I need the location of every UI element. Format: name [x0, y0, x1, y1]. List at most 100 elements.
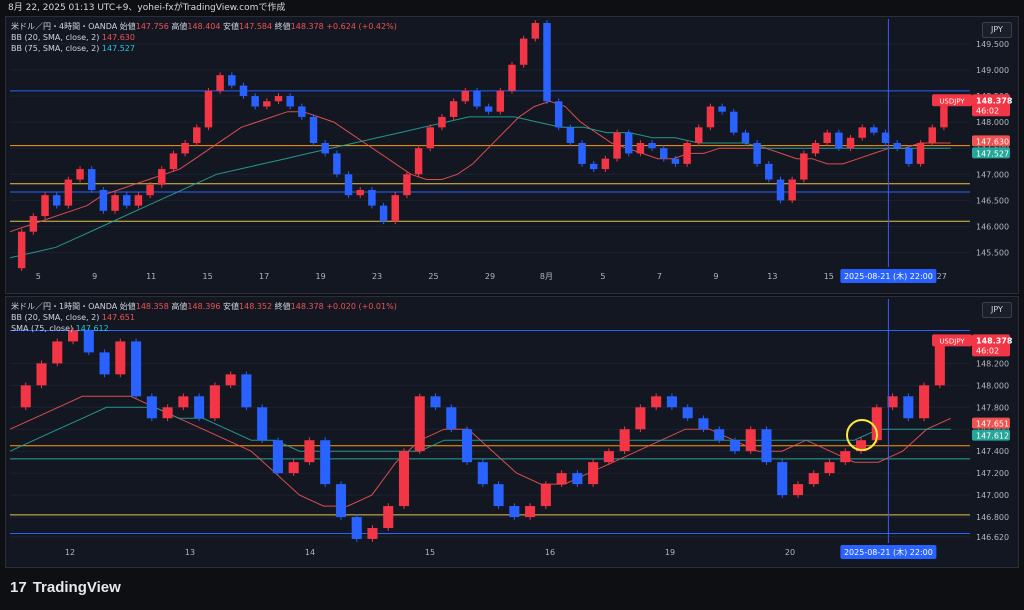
candle-body: [178, 396, 189, 408]
candle-body: [298, 106, 306, 117]
candle-body: [729, 440, 741, 452]
indicator-line: [9, 116, 951, 259]
candle-body: [651, 396, 662, 408]
candle-body: [356, 189, 364, 196]
candle-body: [225, 374, 236, 386]
candle-body: [671, 158, 680, 164]
crosshair-date-box: [840, 545, 937, 559]
candle-body: [603, 451, 614, 463]
candle-body: [531, 23, 540, 39]
candle-body: [934, 341, 945, 386]
price-tag-value: 148.378: [976, 96, 1013, 105]
header-timestamp: 8月 22, 2025 01:13 UTC+9、yohei-fxがTrading…: [8, 3, 286, 13]
low-label: 安値: [223, 22, 240, 31]
candle-body: [811, 143, 820, 154]
candle-body: [41, 195, 49, 217]
candle-body: [383, 506, 394, 529]
candle-body: [430, 396, 441, 408]
candle-body: [403, 174, 411, 196]
candle-body: [446, 407, 457, 430]
candle-body: [765, 163, 773, 180]
open-value: 147.756: [135, 22, 169, 31]
x-tick-label: 19: [665, 548, 675, 557]
candle-body: [753, 143, 761, 164]
price-tag-box: [972, 334, 1010, 357]
candle-body: [111, 195, 119, 211]
candle-body: [461, 90, 470, 102]
indicator-label[interactable]: BB (20, SMA, close, 2): [11, 33, 100, 42]
candle-body: [714, 429, 725, 441]
candle-body: [792, 484, 804, 496]
candle-body: [241, 374, 252, 408]
open-value: 148.358: [135, 302, 169, 311]
symbol-tag-box: [932, 94, 972, 107]
x-tick-label: 17: [259, 272, 269, 281]
crosshair-date-box: [840, 269, 937, 283]
candle-body: [146, 184, 154, 196]
candle-body: [115, 341, 126, 375]
indicator-line: [9, 100, 951, 233]
indicator-value: 147.527: [101, 44, 135, 53]
symbol-label[interactable]: 米ドル／円・1時間・OANDA: [11, 302, 118, 311]
candle-body: [706, 106, 715, 128]
candle-body: [730, 111, 738, 133]
high-value: 148.404: [187, 22, 221, 31]
close-value: 148.378: [290, 22, 324, 31]
symbol-label[interactable]: 米ドル／円・4時間・OANDA: [11, 22, 118, 31]
candle-body: [824, 462, 835, 474]
candle-body: [887, 396, 898, 408]
candle-body: [788, 179, 796, 201]
candle-body: [624, 132, 633, 154]
candle-body: [162, 407, 173, 419]
candle-body: [870, 127, 878, 133]
candle-body: [20, 385, 31, 408]
x-tick-label: 9: [92, 272, 97, 281]
currency-button[interactable]: JPY: [982, 22, 1012, 38]
candle-body: [414, 396, 425, 452]
candle-body: [905, 148, 913, 164]
candle-body: [871, 407, 882, 441]
candle-body: [251, 96, 259, 107]
candle-body: [718, 106, 726, 112]
candle-body: [239, 85, 248, 97]
candle-body: [916, 143, 925, 164]
x-tick-label: 29: [485, 272, 495, 281]
bb-tag-box: [972, 417, 1010, 429]
brand-footer[interactable]: 17 TradingView: [10, 579, 121, 596]
candle-body: [613, 132, 621, 159]
x-tick-label: 23: [372, 272, 382, 281]
candle-body: [554, 101, 563, 128]
candle-body: [846, 137, 855, 149]
x-tick-label: 7: [657, 272, 662, 281]
candle-body: [776, 179, 785, 201]
y-tick-label: 147.000: [976, 170, 1009, 179]
indicator-label[interactable]: BB (20, SMA, close, 2): [11, 313, 100, 322]
y-tick-label: 147.400: [976, 447, 1009, 456]
candle-body: [333, 153, 341, 175]
x-tick-label: 9: [713, 272, 718, 281]
indicator-label[interactable]: SMA (75, close): [11, 324, 74, 333]
indicator-label[interactable]: BB (75, SMA, close, 2): [11, 44, 100, 53]
sma-tag-box: [972, 147, 1010, 159]
legend-4h: 米ドル／円・4時間・OANDA 始値147.756 高値148.404 安値14…: [11, 21, 397, 54]
y-tick-label: 148.200: [976, 359, 1009, 368]
chart-4h-svg: 149.500149.000148.500148.000147.500147.0…: [9, 19, 1013, 283]
candle-body: [272, 440, 283, 474]
candle-body: [438, 116, 446, 128]
x-tick-label: 5: [600, 272, 605, 281]
currency-button[interactable]: JPY: [982, 302, 1012, 318]
x-tick-label: 15: [425, 548, 435, 557]
chart-panel-1h[interactable]: 米ドル／円・1時間・OANDA 始値148.358 高値148.396 安値14…: [5, 296, 1019, 568]
x-tick-label: 13: [185, 548, 195, 557]
chart-panel-4h[interactable]: 米ドル／円・4時間・OANDA 始値147.756 高値148.404 安値14…: [5, 16, 1019, 294]
candle-body: [304, 440, 315, 463]
x-tick-label: 14: [305, 548, 315, 557]
sma-tag-box: [972, 429, 1010, 441]
candle-body: [76, 169, 84, 180]
close-label: 終値: [274, 22, 291, 31]
candle-body: [840, 451, 851, 463]
candle-body: [477, 462, 488, 485]
candle-body: [578, 143, 586, 164]
candle-body: [194, 396, 205, 419]
candle-body: [682, 407, 693, 419]
